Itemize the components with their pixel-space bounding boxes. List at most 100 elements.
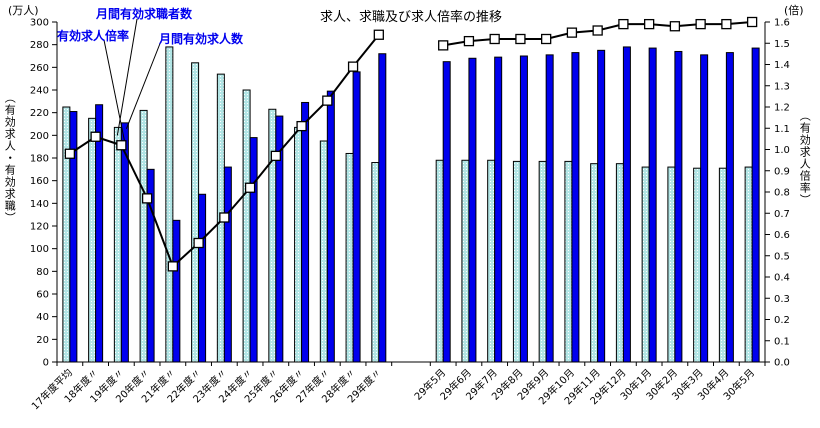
ratio-marker xyxy=(219,212,230,223)
ratio-marker xyxy=(244,182,256,193)
left-axis-tick-label: 40 xyxy=(36,312,49,323)
right-axis-tick-label: 0.4 xyxy=(774,273,790,284)
seekers-bar xyxy=(512,160,521,363)
ratio-marker xyxy=(489,33,500,45)
openings-bar xyxy=(597,49,606,363)
openings-bar xyxy=(571,52,580,363)
openings-bar xyxy=(198,193,207,363)
ratio-marker xyxy=(541,33,552,45)
seekers-bar xyxy=(62,106,71,363)
left-axis-tick-label: 240 xyxy=(30,86,49,97)
left-axis-tick-label: 120 xyxy=(30,222,49,233)
seekers-callout-line xyxy=(116,18,138,136)
ratio-marker xyxy=(193,237,204,249)
ratio-marker xyxy=(746,16,758,28)
seekers-bar xyxy=(744,166,753,363)
seekers-bar xyxy=(693,167,702,363)
seekers-bar xyxy=(641,166,650,363)
seekers-bar xyxy=(191,62,200,363)
openings-bar xyxy=(468,57,477,363)
seekers-bar xyxy=(564,160,573,363)
right-axis-tick-label: 1.1 xyxy=(774,124,790,135)
seekers-bar xyxy=(242,89,251,363)
ratio-marker xyxy=(438,40,449,51)
left-axis-tick-label: 200 xyxy=(30,131,49,142)
legend-ratio-label: 有効求人倍率 xyxy=(57,29,130,43)
right-axis-tick-label: 1.2 xyxy=(774,103,790,114)
ratio-marker xyxy=(322,95,333,106)
chart-title: 求人、求職及び求人倍率の推移 xyxy=(319,10,502,25)
ratio-marker xyxy=(347,61,359,72)
seekers-bar xyxy=(435,159,444,363)
right-axis-title: （有効求人倍率） xyxy=(798,110,812,206)
seekers-bar xyxy=(165,46,174,363)
ratio-marker xyxy=(618,18,629,30)
openings-bar xyxy=(545,54,554,363)
ratio-marker xyxy=(296,120,307,132)
right-axis-tick-label: 0.8 xyxy=(774,188,790,199)
ratio-marker xyxy=(463,35,475,47)
seekers-bar xyxy=(345,152,354,363)
left-axis-tick-label: 60 xyxy=(36,290,49,301)
right-axis-tick-label: 1.3 xyxy=(774,81,790,92)
seekers-bar xyxy=(113,126,122,363)
ratio-marker xyxy=(695,18,706,30)
openings-bar xyxy=(648,47,657,363)
right-axis-tick-label: 0.0 xyxy=(774,358,790,369)
openings-bar xyxy=(172,219,181,363)
openings-bar xyxy=(622,46,631,363)
openings-bar xyxy=(725,52,734,363)
openings-bar xyxy=(494,56,503,363)
openings-bar xyxy=(378,53,387,363)
left-axis-unit: (万人) xyxy=(8,4,39,17)
openings-bar xyxy=(301,101,310,363)
ratio-marker xyxy=(515,33,526,45)
seekers-bar xyxy=(590,163,599,363)
right-axis-unit: (倍) xyxy=(784,4,804,17)
legend-openings-label: 月間有効求人数 xyxy=(159,32,244,46)
left-axis-tick-label: 180 xyxy=(30,154,49,165)
openings-bar xyxy=(326,90,335,363)
seekers-bar xyxy=(268,108,277,363)
right-axis-tick-label: 0.3 xyxy=(774,294,790,305)
seekers-bar xyxy=(319,140,328,363)
ratio-callout-line xyxy=(103,39,125,141)
right-axis-tick-label: 0.2 xyxy=(774,315,790,326)
right-axis-tick-label: 1.5 xyxy=(774,39,790,50)
ratio-marker xyxy=(721,18,732,30)
left-axis-tick-label: 100 xyxy=(30,244,49,255)
openings-bar xyxy=(674,50,683,363)
seekers-bar xyxy=(88,117,97,363)
left-axis-tick-label: 300 xyxy=(30,18,49,29)
ratio-marker xyxy=(566,27,578,38)
openings-bar xyxy=(249,137,258,363)
openings-bar xyxy=(352,71,361,363)
right-axis-tick-label: 0.9 xyxy=(774,166,790,177)
ratio-marker xyxy=(90,131,101,142)
ratio-marker xyxy=(270,150,281,162)
seekers-bar xyxy=(294,126,303,363)
seekers-bar xyxy=(487,159,496,363)
ratio-marker xyxy=(141,193,153,204)
openings-bar xyxy=(442,61,451,363)
right-axis-tick-label: 1.4 xyxy=(774,60,790,71)
right-axis-tick-label: 0.6 xyxy=(774,230,790,241)
left-axis-tick-label: 0 xyxy=(43,358,49,369)
right-axis-tick-label: 1.0 xyxy=(774,145,790,156)
openings-bar xyxy=(751,47,760,363)
seekers-bar xyxy=(461,159,470,363)
left-axis-tick-label: 220 xyxy=(30,108,49,119)
ratio-marker xyxy=(373,29,384,40)
ratio-marker xyxy=(167,261,179,272)
left-axis-tick-label: 80 xyxy=(36,267,49,278)
seekers-bar xyxy=(538,160,547,363)
seekers-bar xyxy=(371,162,380,363)
ratio-marker xyxy=(669,21,681,32)
ratio-marker xyxy=(592,25,603,36)
left-axis-title: （有効求人・有効求職） xyxy=(3,92,17,224)
ratio-marker xyxy=(64,148,76,159)
ratio-marker xyxy=(116,140,127,151)
openings-callout-line xyxy=(125,40,162,130)
